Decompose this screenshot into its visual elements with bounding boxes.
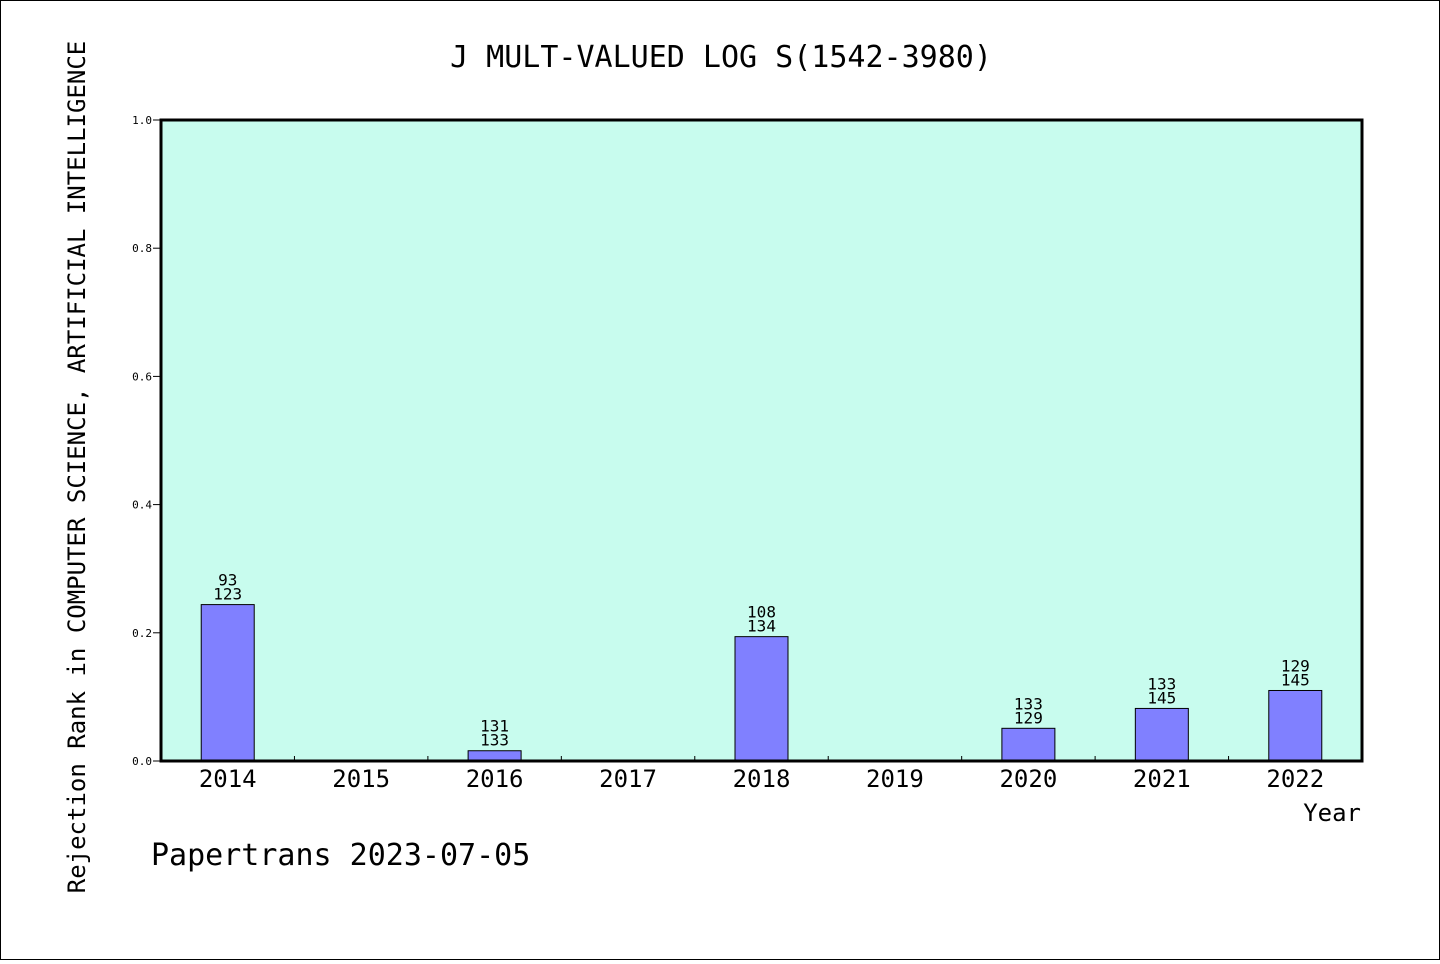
data-label-top: 133 bbox=[1147, 674, 1176, 693]
data-label-top: 108 bbox=[747, 603, 776, 622]
y-axis: 0.0 0.2 0.4 0.6 0.8 1.0 bbox=[132, 114, 161, 768]
x-tick-label: 2017 bbox=[599, 765, 657, 793]
data-label-bottom: 145 bbox=[1147, 688, 1176, 707]
y-tick-label: 0.8 bbox=[132, 242, 152, 255]
bar-2020 bbox=[1001, 727, 1056, 762]
bar-2018 bbox=[734, 636, 789, 762]
data-label-bottom: 129 bbox=[1014, 708, 1043, 727]
x-tick-label: 2016 bbox=[466, 765, 524, 793]
x-tick-label: 2021 bbox=[1133, 765, 1191, 793]
bar-2014 bbox=[200, 604, 255, 762]
x-tick-label: 2018 bbox=[733, 765, 791, 793]
data-label-bottom: 123 bbox=[213, 585, 242, 604]
chart-title: J MULT-VALUED LOG S(1542-3980) bbox=[450, 40, 992, 75]
bar-2021 bbox=[1134, 707, 1189, 762]
x-tick-label: 2020 bbox=[999, 765, 1057, 793]
y-tick-label: 0.0 bbox=[132, 755, 152, 768]
data-label-top: 133 bbox=[1014, 694, 1043, 713]
footer-stamp: Papertrans 2023-07-05 bbox=[151, 838, 530, 873]
y-axis-label: Rejection Rank in COMPUTER SCIENCE, ARTI… bbox=[63, 41, 91, 894]
x-axis-label: Year bbox=[1303, 799, 1361, 827]
y-tick-label: 0.6 bbox=[132, 370, 152, 383]
data-label-bottom: 145 bbox=[1281, 670, 1310, 689]
x-tick-label: 2014 bbox=[199, 765, 257, 793]
data-label-top: 131 bbox=[480, 717, 509, 736]
data-label-bottom: 134 bbox=[747, 617, 776, 636]
y-tick-label: 0.4 bbox=[132, 499, 152, 512]
x-tick-label: 2015 bbox=[332, 765, 390, 793]
data-label-top: 93 bbox=[218, 571, 237, 590]
bar-2022 bbox=[1268, 689, 1323, 762]
x-tick-label: 2022 bbox=[1266, 765, 1324, 793]
x-tick-label: 2019 bbox=[866, 765, 924, 793]
data-label-top: 129 bbox=[1281, 656, 1310, 675]
y-tick-label: 1.0 bbox=[132, 114, 152, 127]
x-axis: 2014 2015 2016 2017 2018 2019 2020 2021 2022 bbox=[199, 756, 1324, 793]
data-label-bottom: 133 bbox=[480, 731, 509, 750]
bar-2016 bbox=[467, 750, 522, 762]
plot-border bbox=[159, 118, 1364, 763]
y-tick-label: 0.2 bbox=[132, 627, 152, 640]
